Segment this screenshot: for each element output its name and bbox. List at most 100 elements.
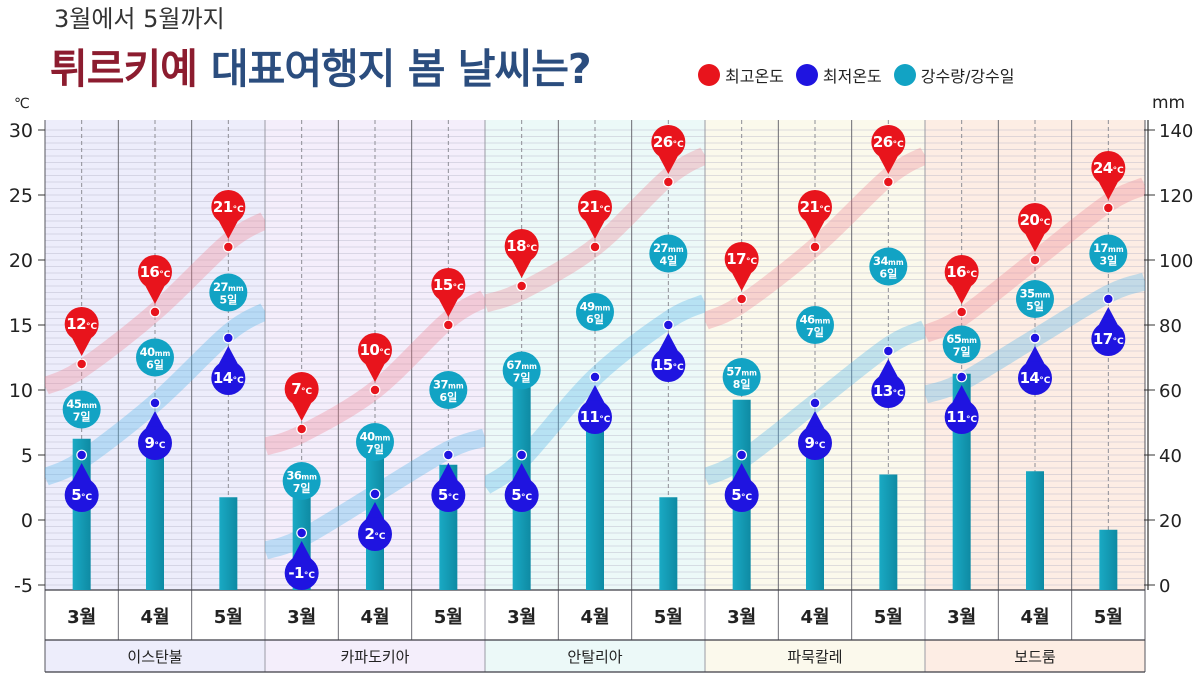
min-temp-legend-marker	[795, 64, 818, 86]
days-unit: 일	[80, 410, 90, 424]
max-temp-dot	[1102, 202, 1114, 214]
min-temp-pin-tip	[878, 359, 898, 377]
days-unit: 일	[154, 358, 164, 372]
rain-mm-value: 37	[433, 378, 449, 392]
rain-days-label: 7일	[366, 442, 384, 456]
rain-unit: mm	[81, 401, 97, 410]
y-left-tick-label: -5	[14, 575, 33, 597]
min-temp-label: 9°C	[805, 434, 826, 452]
temp-unit: °C	[81, 493, 93, 503]
max-temp-pin-head	[358, 333, 392, 367]
max-temp-pin-head	[651, 125, 686, 159]
month-label: 5월	[214, 607, 243, 628]
rain-mm-value: 27	[653, 241, 669, 255]
max-temp-dot	[956, 306, 968, 318]
max-temp-value: 16	[140, 263, 160, 281]
rain-badge-circle	[1016, 280, 1054, 318]
rain-unit: mm	[961, 336, 977, 345]
max-temp-value: 24	[1093, 159, 1113, 177]
month-label: 3월	[287, 607, 316, 628]
rain-badge-circle	[429, 371, 468, 409]
max-temp-label: 21°C	[800, 198, 831, 216]
min-temp-pin-head	[64, 478, 99, 512]
rain-mm-label: 45mm	[66, 397, 97, 411]
rain-bar	[659, 497, 678, 590]
temp-pins: 12°C5°C16°C9°C21°C14°C 7°C-1°C10°C2°C15°C…	[64, 125, 1126, 590]
rain-badge-circle	[356, 423, 394, 461]
rain-days-label: 4일	[659, 254, 677, 268]
min-temp-pin-tip	[218, 346, 238, 364]
temp-unit: °C	[448, 493, 460, 503]
rain-days-label: 3일	[1099, 254, 1117, 268]
max-temp-dot	[809, 241, 821, 253]
min-temp-pin: 14°C	[1018, 346, 1052, 395]
rain-mm-label: 40mm	[360, 430, 391, 444]
min-temp-value: 5	[731, 486, 741, 504]
min-temp-value: 9	[145, 434, 155, 452]
temp-unit: °C	[1113, 166, 1125, 176]
max-temp-pin-head	[798, 190, 832, 224]
month-label: 3월	[727, 607, 756, 628]
min-temp-dot	[149, 397, 161, 409]
min-temp-value: 9	[805, 434, 815, 452]
y-left-tick-label: 25	[9, 185, 33, 207]
max-temp-dot	[516, 280, 528, 292]
min-temp-label: 17°C	[1093, 330, 1124, 348]
min-temp-pin-head	[1018, 361, 1052, 395]
min-temp-dot	[956, 371, 968, 383]
temp-unit: °C	[599, 415, 611, 425]
temp-unit: °C	[741, 493, 753, 503]
temp-unit: °C	[966, 270, 978, 280]
rain-unit: mm	[228, 284, 244, 293]
legend-item-max-temp: 최고온도	[698, 63, 784, 87]
max-temp-dot	[222, 241, 234, 253]
min-temp-pin-tip	[805, 411, 825, 429]
max-temp-dot	[662, 176, 674, 188]
rain-badge-circle	[502, 351, 541, 390]
min-temp-pin-head	[284, 556, 319, 590]
days-unit: 일	[520, 371, 530, 385]
rain-mm-label: 40mm	[140, 345, 171, 359]
min-temp-pin: 5°C	[431, 463, 466, 512]
max-temp-value: 12	[66, 315, 86, 333]
rain-days-label: 5일	[219, 293, 237, 307]
max-temp-pin: 24°C	[1091, 151, 1126, 200]
min-temp-pin: 9°C	[798, 411, 832, 460]
rain-mm-value: 67	[506, 358, 522, 372]
days-unit: 일	[227, 293, 237, 307]
rain-badge-circle	[209, 273, 248, 312]
min-temp-pin-tip	[72, 463, 92, 481]
max-temp-label: 26°C	[873, 133, 904, 151]
min-temp-pin-tip	[512, 463, 532, 481]
max-temp-dot	[76, 358, 88, 370]
min-temp-pin-head	[138, 426, 172, 460]
max-temp-label: 10°C	[360, 341, 391, 359]
rain-unit: mm	[815, 317, 831, 326]
min-temp-pin-tip	[1098, 307, 1118, 325]
y-right-tick-label: 120	[1159, 186, 1193, 207]
max-temp-pin: 26°C	[871, 125, 906, 174]
rain-days-label: 6일	[879, 267, 897, 281]
y-right-tick-label: 0	[1159, 576, 1170, 597]
rain-unit: mm	[301, 473, 317, 482]
min-temp-label: 14°C	[1020, 369, 1051, 387]
max-temp-dot	[1029, 254, 1041, 266]
rain-days-value: 5	[1026, 300, 1034, 313]
legend-item-min-temp: 최저온도	[795, 63, 882, 87]
rain-mm-label: 49mm	[580, 300, 611, 314]
min-temp-dot	[809, 397, 821, 409]
max-temp-pin: 7°C	[284, 372, 319, 421]
temp-unit: °C	[526, 244, 538, 254]
max-temp-pin: 10°C	[358, 333, 392, 382]
city-label-background	[45, 640, 265, 672]
chart-subtitle: 3월에서 5월까지	[54, 5, 225, 33]
chart-legend: 최고온도 최저온도 강수량/강수일	[698, 63, 1027, 87]
rain-unit: mm	[375, 434, 391, 443]
rain-mm-value: 49	[580, 300, 596, 314]
rain-mm-value: 35	[1020, 287, 1036, 301]
min-temp-dot	[296, 527, 308, 539]
